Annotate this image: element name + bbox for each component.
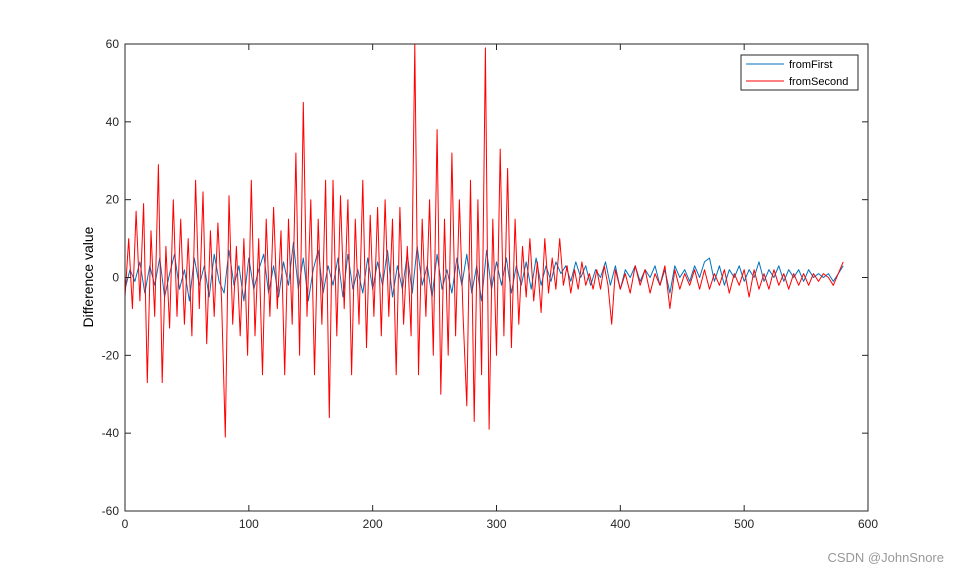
y-tick-label: -40 xyxy=(102,426,120,440)
tick-layer: 0 100 200 300 400 500 600 -60 -40 -20 0 20 40 60 xyxy=(102,37,879,531)
x-tick-label: 100 xyxy=(239,517,259,531)
legend-box xyxy=(740,54,859,91)
legend: fromFirst fromSecond xyxy=(740,54,859,91)
y-tick-label: 20 xyxy=(106,193,120,207)
x-tick-label: 600 xyxy=(858,517,878,531)
legend-label-fromFirst: fromFirst xyxy=(789,59,832,71)
x-tick-label: 0 xyxy=(122,517,129,531)
series-layer xyxy=(124,43,844,438)
x-tick-label: 500 xyxy=(734,517,754,531)
x-tick-label: 300 xyxy=(486,517,506,531)
x-tick-label: 200 xyxy=(363,517,383,531)
y-tick-label: 40 xyxy=(106,115,120,129)
y-tick-label: -20 xyxy=(102,348,120,362)
y-tick-label: 60 xyxy=(106,37,120,51)
x-tick-label: 400 xyxy=(610,517,630,531)
legend-label-fromSecond: fromSecond xyxy=(789,76,848,88)
y-axis-label: Difference value xyxy=(80,226,96,327)
series-line-fromFirst xyxy=(124,242,844,302)
y-tick-label: -60 xyxy=(102,504,120,518)
watermark: CSDN @JohnSnore xyxy=(827,550,944,565)
y-tick-label: 0 xyxy=(112,271,119,285)
series-line-fromSecond xyxy=(124,43,844,438)
axes-box xyxy=(124,43,869,512)
